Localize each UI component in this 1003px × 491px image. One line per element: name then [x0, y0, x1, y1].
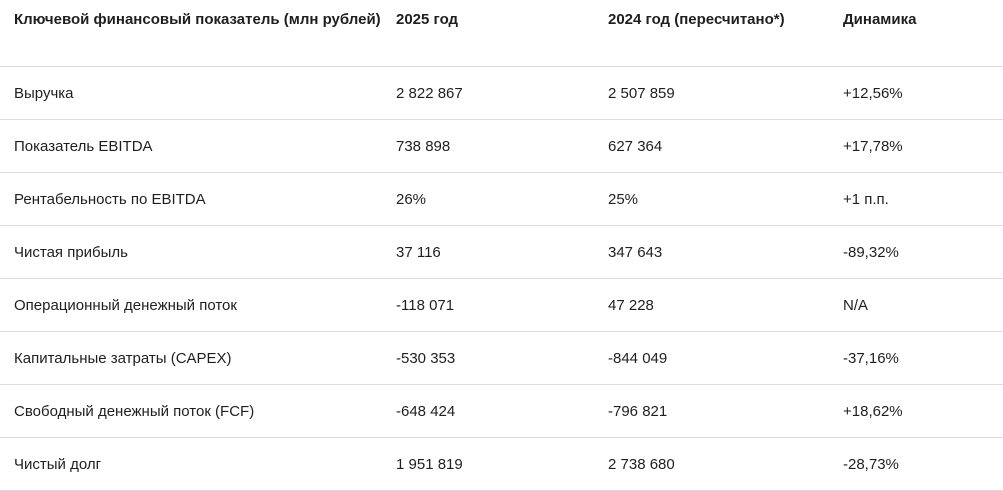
row-label: Капитальные затраты (CAPEX) — [0, 331, 396, 385]
header-dynamics: Динамика — [843, 0, 1003, 67]
value-dynamics: N/A — [843, 278, 1003, 332]
row-label: Рентабельность по EBITDA — [0, 172, 396, 226]
value-dynamics: +17,78% — [843, 119, 1003, 173]
value-dynamics: +12,56% — [843, 66, 1003, 120]
row-label: Операционный денежный поток — [0, 278, 396, 332]
header-indicator: Ключевой финансовый показатель (млн рубл… — [0, 0, 396, 67]
row-label: Показатель EBITDA — [0, 119, 396, 173]
value-2025: -118 071 — [396, 278, 608, 332]
table-row: Чистая прибыль 37 116 347 643 -89,32% — [0, 225, 1003, 279]
table-row: Операционный денежный поток -118 071 47 … — [0, 278, 1003, 332]
table-row: Выручка 2 822 867 2 507 859 +12,56% — [0, 66, 1003, 120]
row-label: Чистая прибыль — [0, 225, 396, 279]
value-dynamics: -89,32% — [843, 225, 1003, 279]
row-label: Выручка — [0, 66, 396, 120]
value-2025: 37 116 — [396, 225, 608, 279]
row-label: Чистый долг — [0, 437, 396, 491]
value-2025: 738 898 — [396, 119, 608, 173]
value-2024: 47 228 — [608, 278, 843, 332]
table-row: Свободный денежный поток (FCF) -648 424 … — [0, 384, 1003, 438]
value-dynamics: -37,16% — [843, 331, 1003, 385]
table-row: Чистый долг 1 951 819 2 738 680 -28,73% — [0, 437, 1003, 491]
header-2024: 2024 год (пересчитано*) — [608, 0, 843, 67]
table-row: Показатель EBITDA 738 898 627 364 +17,78… — [0, 119, 1003, 173]
value-2024: 347 643 — [608, 225, 843, 279]
value-2024: -844 049 — [608, 331, 843, 385]
value-dynamics: +18,62% — [843, 384, 1003, 438]
value-2024: 627 364 — [608, 119, 843, 173]
table-header-row: Ключевой финансовый показатель (млн рубл… — [0, 0, 1003, 67]
value-dynamics: +1 п.п. — [843, 172, 1003, 226]
value-2025: 2 822 867 — [396, 66, 608, 120]
value-2025: -648 424 — [396, 384, 608, 438]
table-row: Рентабельность по EBITDA 26% 25% +1 п.п. — [0, 172, 1003, 226]
value-2024: -796 821 — [608, 384, 843, 438]
value-2024: 2 738 680 — [608, 437, 843, 491]
value-2025: -530 353 — [396, 331, 608, 385]
value-2025: 26% — [396, 172, 608, 226]
row-label: Свободный денежный поток (FCF) — [0, 384, 396, 438]
value-2024: 25% — [608, 172, 843, 226]
table-row: Капитальные затраты (CAPEX) -530 353 -84… — [0, 331, 1003, 385]
value-dynamics: -28,73% — [843, 437, 1003, 491]
value-2025: 1 951 819 — [396, 437, 608, 491]
header-2025: 2025 год — [396, 0, 608, 67]
value-2024: 2 507 859 — [608, 66, 843, 120]
